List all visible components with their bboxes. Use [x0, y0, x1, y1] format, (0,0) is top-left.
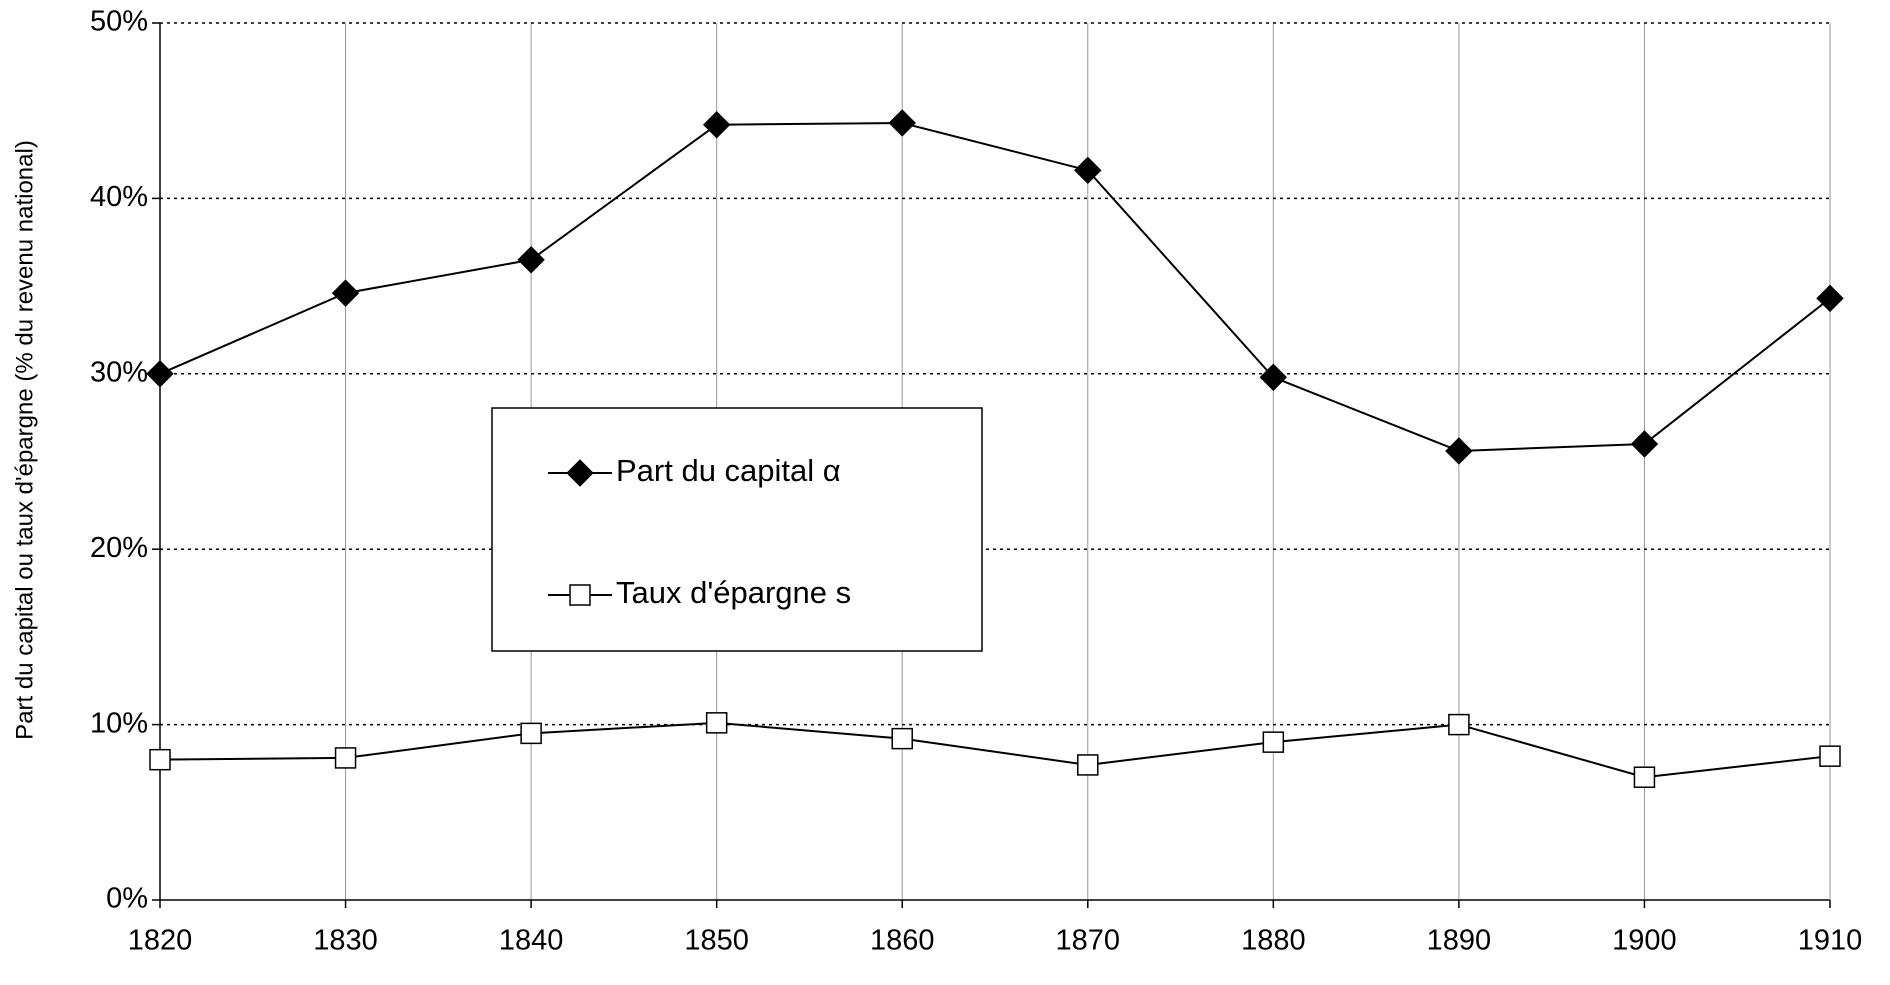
x-tick-label: 1840: [499, 925, 564, 957]
legend-label: Taux d'épargne s: [616, 575, 851, 610]
y-tick-label: 10%: [90, 707, 148, 739]
marker: [1448, 713, 1470, 736]
legend-label: Part du capital α: [616, 453, 841, 488]
marker: [1630, 430, 1659, 458]
y-axis-label: Part du capital ou taux d'épargne (% du …: [11, 140, 38, 740]
marker: [149, 748, 171, 771]
x-tick-label: 1890: [1427, 925, 1492, 957]
marker: [331, 279, 360, 307]
marker: [1262, 731, 1285, 753]
series-line: [159, 121, 1831, 452]
marker: [1077, 754, 1099, 776]
marker: [1074, 156, 1102, 185]
y-tick-label: 20%: [90, 532, 148, 564]
marker: [517, 246, 545, 274]
marker: [1259, 363, 1288, 392]
marker: [1633, 766, 1656, 788]
marker: [891, 727, 913, 750]
y-tick-label: 50%: [90, 6, 148, 38]
marker: [1445, 437, 1473, 465]
marker: [1819, 745, 1841, 767]
x-tick-label: 1850: [684, 925, 749, 957]
x-tick-label: 1860: [870, 925, 935, 957]
y-tick-label: 40%: [90, 181, 148, 213]
x-tick-label: 1820: [128, 925, 193, 957]
marker: [334, 747, 357, 769]
marker: [1816, 284, 1844, 313]
x-tick-label: 1830: [313, 925, 378, 957]
x-tick-label: 1880: [1241, 925, 1306, 957]
marker: [146, 360, 174, 388]
marker: [702, 111, 731, 139]
legend-box: [491, 407, 983, 652]
marker: [566, 459, 594, 487]
x-tick-label: 1870: [1056, 925, 1121, 957]
marker: [569, 584, 591, 606]
marker: [888, 109, 916, 137]
x-tick-label: 1910: [1798, 925, 1863, 957]
series-line: [159, 721, 1831, 779]
marker: [520, 722, 542, 745]
x-tick-label: 1900: [1612, 925, 1677, 957]
y-tick-label: 0%: [106, 883, 148, 915]
marker: [705, 712, 728, 734]
y-tick-label: 30%: [90, 356, 148, 388]
